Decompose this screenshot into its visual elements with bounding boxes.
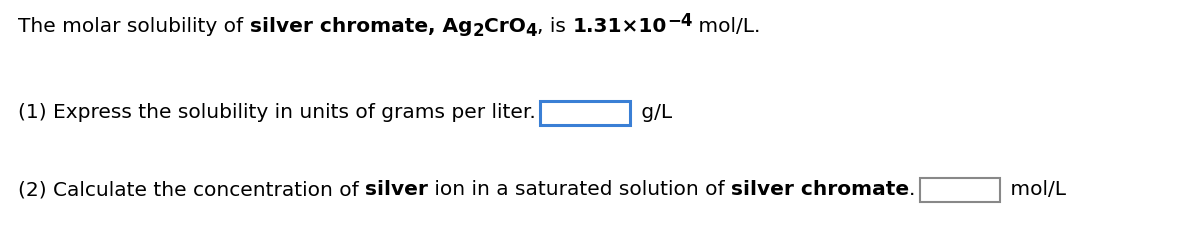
- Text: 1.31×10: 1.31×10: [572, 17, 667, 36]
- Text: silver chromate: silver chromate: [731, 180, 910, 199]
- Text: (1) Express the solubility in units of grams per liter.: (1) Express the solubility in units of g…: [18, 103, 535, 122]
- Bar: [540, 101, 630, 125]
- Text: .: .: [910, 180, 916, 199]
- Text: g/L: g/L: [635, 103, 672, 122]
- Text: The molar solubility of: The molar solubility of: [18, 17, 250, 36]
- Text: silver chromate: silver chromate: [250, 17, 427, 36]
- Text: , Ag: , Ag: [427, 17, 472, 36]
- Text: −4: −4: [667, 12, 692, 30]
- Text: 4: 4: [526, 22, 538, 40]
- Text: silver: silver: [365, 180, 428, 199]
- Text: mol/L: mol/L: [1004, 180, 1067, 199]
- Text: mol/L.: mol/L.: [692, 17, 761, 36]
- Text: (2) Calculate the concentration of: (2) Calculate the concentration of: [18, 180, 365, 199]
- Text: CrO: CrO: [484, 17, 526, 36]
- Bar: [919, 178, 1000, 202]
- Text: 2: 2: [472, 22, 484, 40]
- Text: ion in a saturated solution of: ion in a saturated solution of: [428, 180, 731, 199]
- Text: , is: , is: [538, 17, 572, 36]
